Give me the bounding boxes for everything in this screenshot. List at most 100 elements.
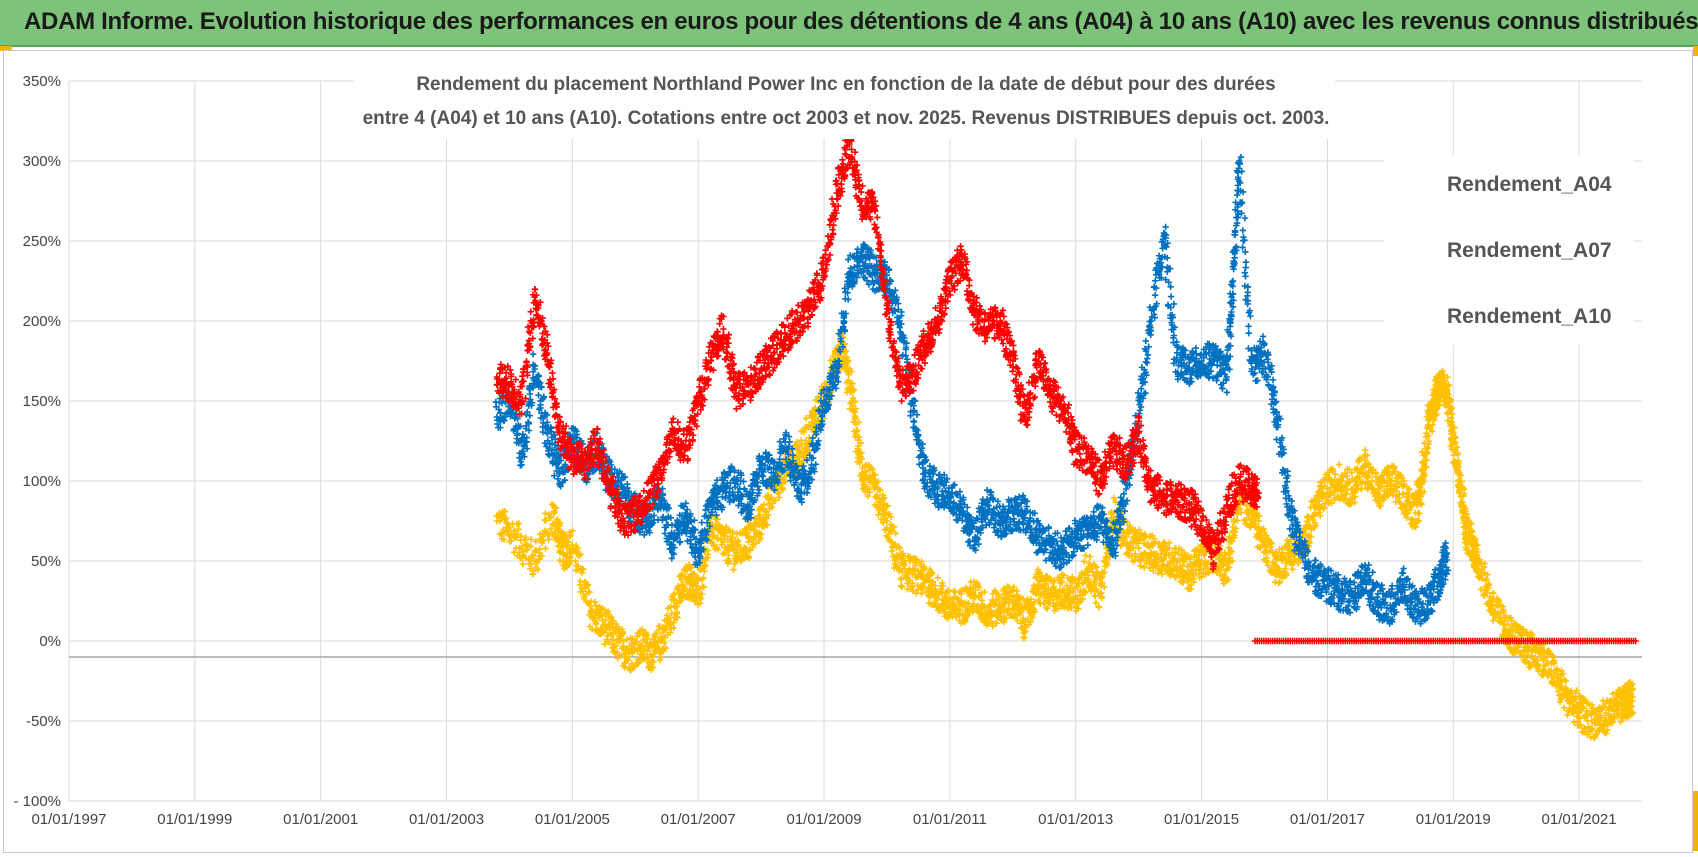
data-point-rendement-a04 bbox=[638, 642, 645, 649]
data-point-rendement-a04 bbox=[1416, 510, 1423, 517]
data-point-rendement-a04 bbox=[529, 552, 537, 559]
data-point-rendement-a04 bbox=[533, 559, 541, 566]
page-title: ADAM Informe. Evolution historique des p… bbox=[24, 8, 1698, 35]
data-point-rendement-a04 bbox=[517, 555, 524, 562]
data-point-rendement-a04 bbox=[605, 639, 612, 646]
data-point-rendement-a04 bbox=[551, 508, 558, 515]
data-point-rendement-a04 bbox=[934, 574, 941, 582]
data-point-rendement-a04 bbox=[691, 570, 698, 577]
y-tick-label: 200% bbox=[23, 313, 61, 330]
data-point-rendement-a04 bbox=[633, 638, 640, 646]
data-point-rendement-a04 bbox=[702, 562, 709, 570]
data-point-rendement-a04 bbox=[981, 588, 988, 596]
data-point-rendement-a04 bbox=[500, 536, 508, 543]
y-tick-label: 250% bbox=[23, 233, 61, 250]
data-point-rendement-a04 bbox=[565, 538, 572, 546]
data-point-rendement-a04 bbox=[684, 566, 691, 574]
data-point-rendement-a04 bbox=[656, 649, 664, 657]
data-point-rendement-a04 bbox=[588, 607, 595, 614]
data-point-rendement-a04 bbox=[574, 544, 581, 552]
data-point-rendement-a04 bbox=[661, 639, 668, 647]
data-point-rendement-a04 bbox=[527, 543, 535, 550]
data-point-rendement-a04 bbox=[598, 612, 605, 620]
x-tick-label: 01/01/2001 bbox=[283, 811, 358, 828]
data-point-rendement-a04 bbox=[648, 666, 655, 674]
data-point-rendement-a07 bbox=[518, 461, 525, 469]
data-point-rendement-a04 bbox=[620, 637, 627, 645]
x-tick-label: 01/01/2015 bbox=[1164, 811, 1239, 828]
x-tick-label: 01/01/2011 bbox=[913, 811, 987, 828]
data-point-rendement-a04 bbox=[618, 630, 625, 638]
data-point-rendement-a04 bbox=[714, 535, 722, 542]
data-point-rendement-a04 bbox=[898, 583, 906, 591]
data-point-rendement-a04 bbox=[506, 524, 513, 531]
data-point-rendement-a07 bbox=[544, 451, 552, 458]
data-point-rendement-a04 bbox=[522, 534, 529, 541]
data-point-rendement-a04 bbox=[531, 548, 539, 555]
axes: 350%300%250%200%150%100%50%0%-50%- 100%0… bbox=[13, 73, 1642, 828]
data-point-rendement-a04 bbox=[669, 591, 677, 599]
data-point-rendement-a04 bbox=[556, 557, 564, 564]
data-point-rendement-a04 bbox=[514, 530, 521, 538]
data-point-rendement-a04 bbox=[534, 566, 542, 573]
data-point-rendement-a04 bbox=[721, 549, 728, 556]
data-point-rendement-a04 bbox=[624, 656, 632, 663]
x-tick-label: 01/01/2017 bbox=[1290, 811, 1365, 828]
y-tick-label: 350% bbox=[23, 73, 61, 90]
data-point-rendement-a04 bbox=[541, 516, 548, 524]
data-point-rendement-a04 bbox=[704, 547, 711, 554]
data-point-rendement-a04 bbox=[634, 659, 641, 666]
data-point-rendement-a04 bbox=[698, 590, 706, 598]
accent-corner-left bbox=[0, 46, 12, 51]
data-point-rendement-a04 bbox=[710, 541, 718, 548]
x-tick-label: 01/01/2021 bbox=[1542, 811, 1617, 828]
data-point-rendement-a04 bbox=[701, 568, 708, 575]
data-point-rendement-a04 bbox=[510, 549, 518, 556]
data-point-rendement-a04 bbox=[515, 520, 523, 527]
accent-edge-right bbox=[1693, 791, 1698, 851]
data-point-rendement-a04 bbox=[1336, 461, 1343, 468]
data-point-rendement-a04 bbox=[529, 570, 537, 577]
data-point-rendement-a04 bbox=[666, 629, 674, 636]
data-point-rendement-a04 bbox=[662, 644, 669, 652]
x-tick-label: 01/01/2013 bbox=[1038, 811, 1113, 828]
data-point-rendement-a04 bbox=[710, 532, 717, 539]
data-point-rendement-a04 bbox=[575, 551, 582, 558]
data-point-rendement-a04 bbox=[552, 504, 560, 512]
data-point-rendement-a04 bbox=[714, 516, 721, 523]
y-tick-label: 150% bbox=[23, 393, 61, 410]
data-point-rendement-a04 bbox=[721, 532, 729, 540]
data-point-rendement-a04 bbox=[591, 612, 599, 619]
data-point-rendement-a04 bbox=[697, 595, 705, 602]
y-tick-label: 300% bbox=[23, 153, 61, 170]
y-tick-label: - 100% bbox=[13, 793, 61, 810]
data-point-rendement-a04 bbox=[547, 525, 554, 533]
data-point-rendement-a04 bbox=[616, 652, 623, 659]
data-point-rendement-a04 bbox=[730, 566, 737, 573]
data-point-rendement-a04 bbox=[542, 545, 549, 552]
data-point-rendement-a04 bbox=[592, 620, 600, 628]
data-point-rendement-a07 bbox=[526, 390, 534, 398]
x-tick-label: 01/01/2003 bbox=[409, 811, 484, 828]
data-point-rendement-a04 bbox=[519, 560, 527, 568]
data-point-rendement-a04 bbox=[729, 528, 736, 536]
chart-frame bbox=[3, 50, 1693, 853]
x-tick-label: 01/01/2019 bbox=[1416, 811, 1491, 828]
header-banner: ADAM Informe. Evolution historique des p… bbox=[0, 0, 1698, 47]
data-point-rendement-a04 bbox=[540, 537, 547, 544]
data-point-rendement-a04 bbox=[673, 586, 681, 593]
accent-corner-right bbox=[1693, 46, 1698, 56]
data-point-rendement-a04 bbox=[567, 532, 574, 539]
data-point-rendement-a04 bbox=[653, 630, 660, 638]
data-point-rendement-a04 bbox=[657, 654, 664, 661]
y-tick-label: -50% bbox=[26, 713, 61, 730]
data-point-rendement-a04 bbox=[640, 645, 648, 653]
data-point-rendement-a04 bbox=[623, 655, 631, 662]
data-point-rendement-a04 bbox=[502, 508, 509, 515]
data-point-rendement-a04 bbox=[726, 527, 733, 535]
data-point-rendement-a04 bbox=[572, 557, 579, 565]
data-point-rendement-a04 bbox=[720, 538, 727, 546]
data-point-rendement-a04 bbox=[515, 525, 522, 533]
data-point-rendement-a04 bbox=[540, 530, 547, 538]
